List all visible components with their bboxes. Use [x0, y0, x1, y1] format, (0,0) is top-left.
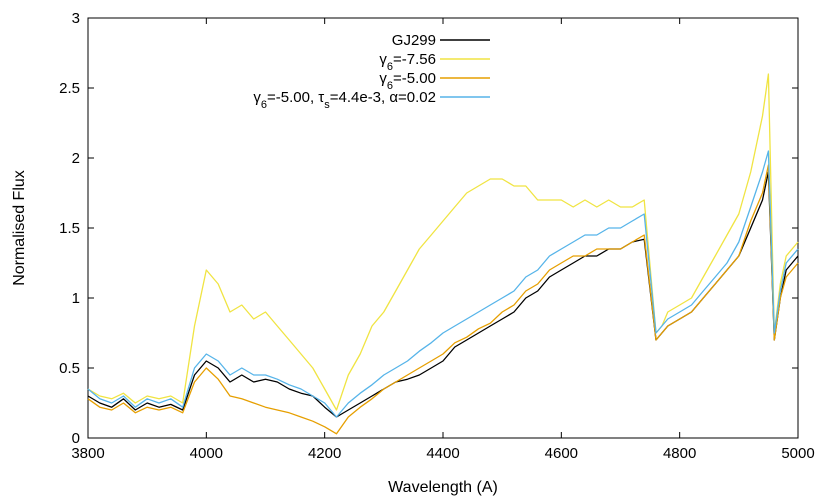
y-tick-label: 0.5 — [59, 360, 80, 377]
y-tick-label: 1 — [72, 290, 80, 307]
y-tick-label: 2 — [72, 150, 80, 167]
series-line-2 — [87, 73, 799, 411]
x-tick-label: 4000 — [190, 445, 223, 462]
plot-area: 3800 4000 4200 4400 4600 4800 5000 0 0.5 1 1.5 2 2.5… — [59, 10, 815, 462]
series-line-4 — [87, 150, 799, 418]
y-tick-label: 3 — [72, 10, 80, 27]
x-tick-label: 4600 — [545, 445, 578, 462]
series-line-1 — [87, 171, 799, 418]
y-tick-label: 0 — [72, 430, 80, 447]
x-tick-label: 4400 — [426, 445, 459, 462]
legend-label-3: γ6=-5.00 — [379, 70, 436, 92]
x-axis-title: Wavelength (A) — [388, 479, 498, 496]
x-tick-label: 4200 — [308, 445, 341, 462]
y-tick-label: 1.5 — [59, 220, 80, 237]
series-layer — [87, 73, 799, 435]
y-axis-title: Normalised Flux — [11, 170, 28, 286]
legend-label-2: γ6=-7.56 — [379, 51, 436, 73]
x-tick-label: 4800 — [663, 445, 696, 462]
x-tick-label: 5000 — [781, 445, 814, 462]
legend-label-4: γ6=-5.00, τs=4.4e-3, α=0.02 — [253, 89, 436, 111]
legend-label-1: GJ299 — [392, 32, 436, 49]
x-tick-label: 3800 — [71, 445, 104, 462]
y-tick-label: 2.5 — [59, 80, 80, 97]
tick-layer: 3800 4000 4200 4400 4600 4800 5000 0 0.5 1 1.5 2 2.5… — [59, 10, 815, 462]
series-line-3 — [87, 164, 799, 435]
